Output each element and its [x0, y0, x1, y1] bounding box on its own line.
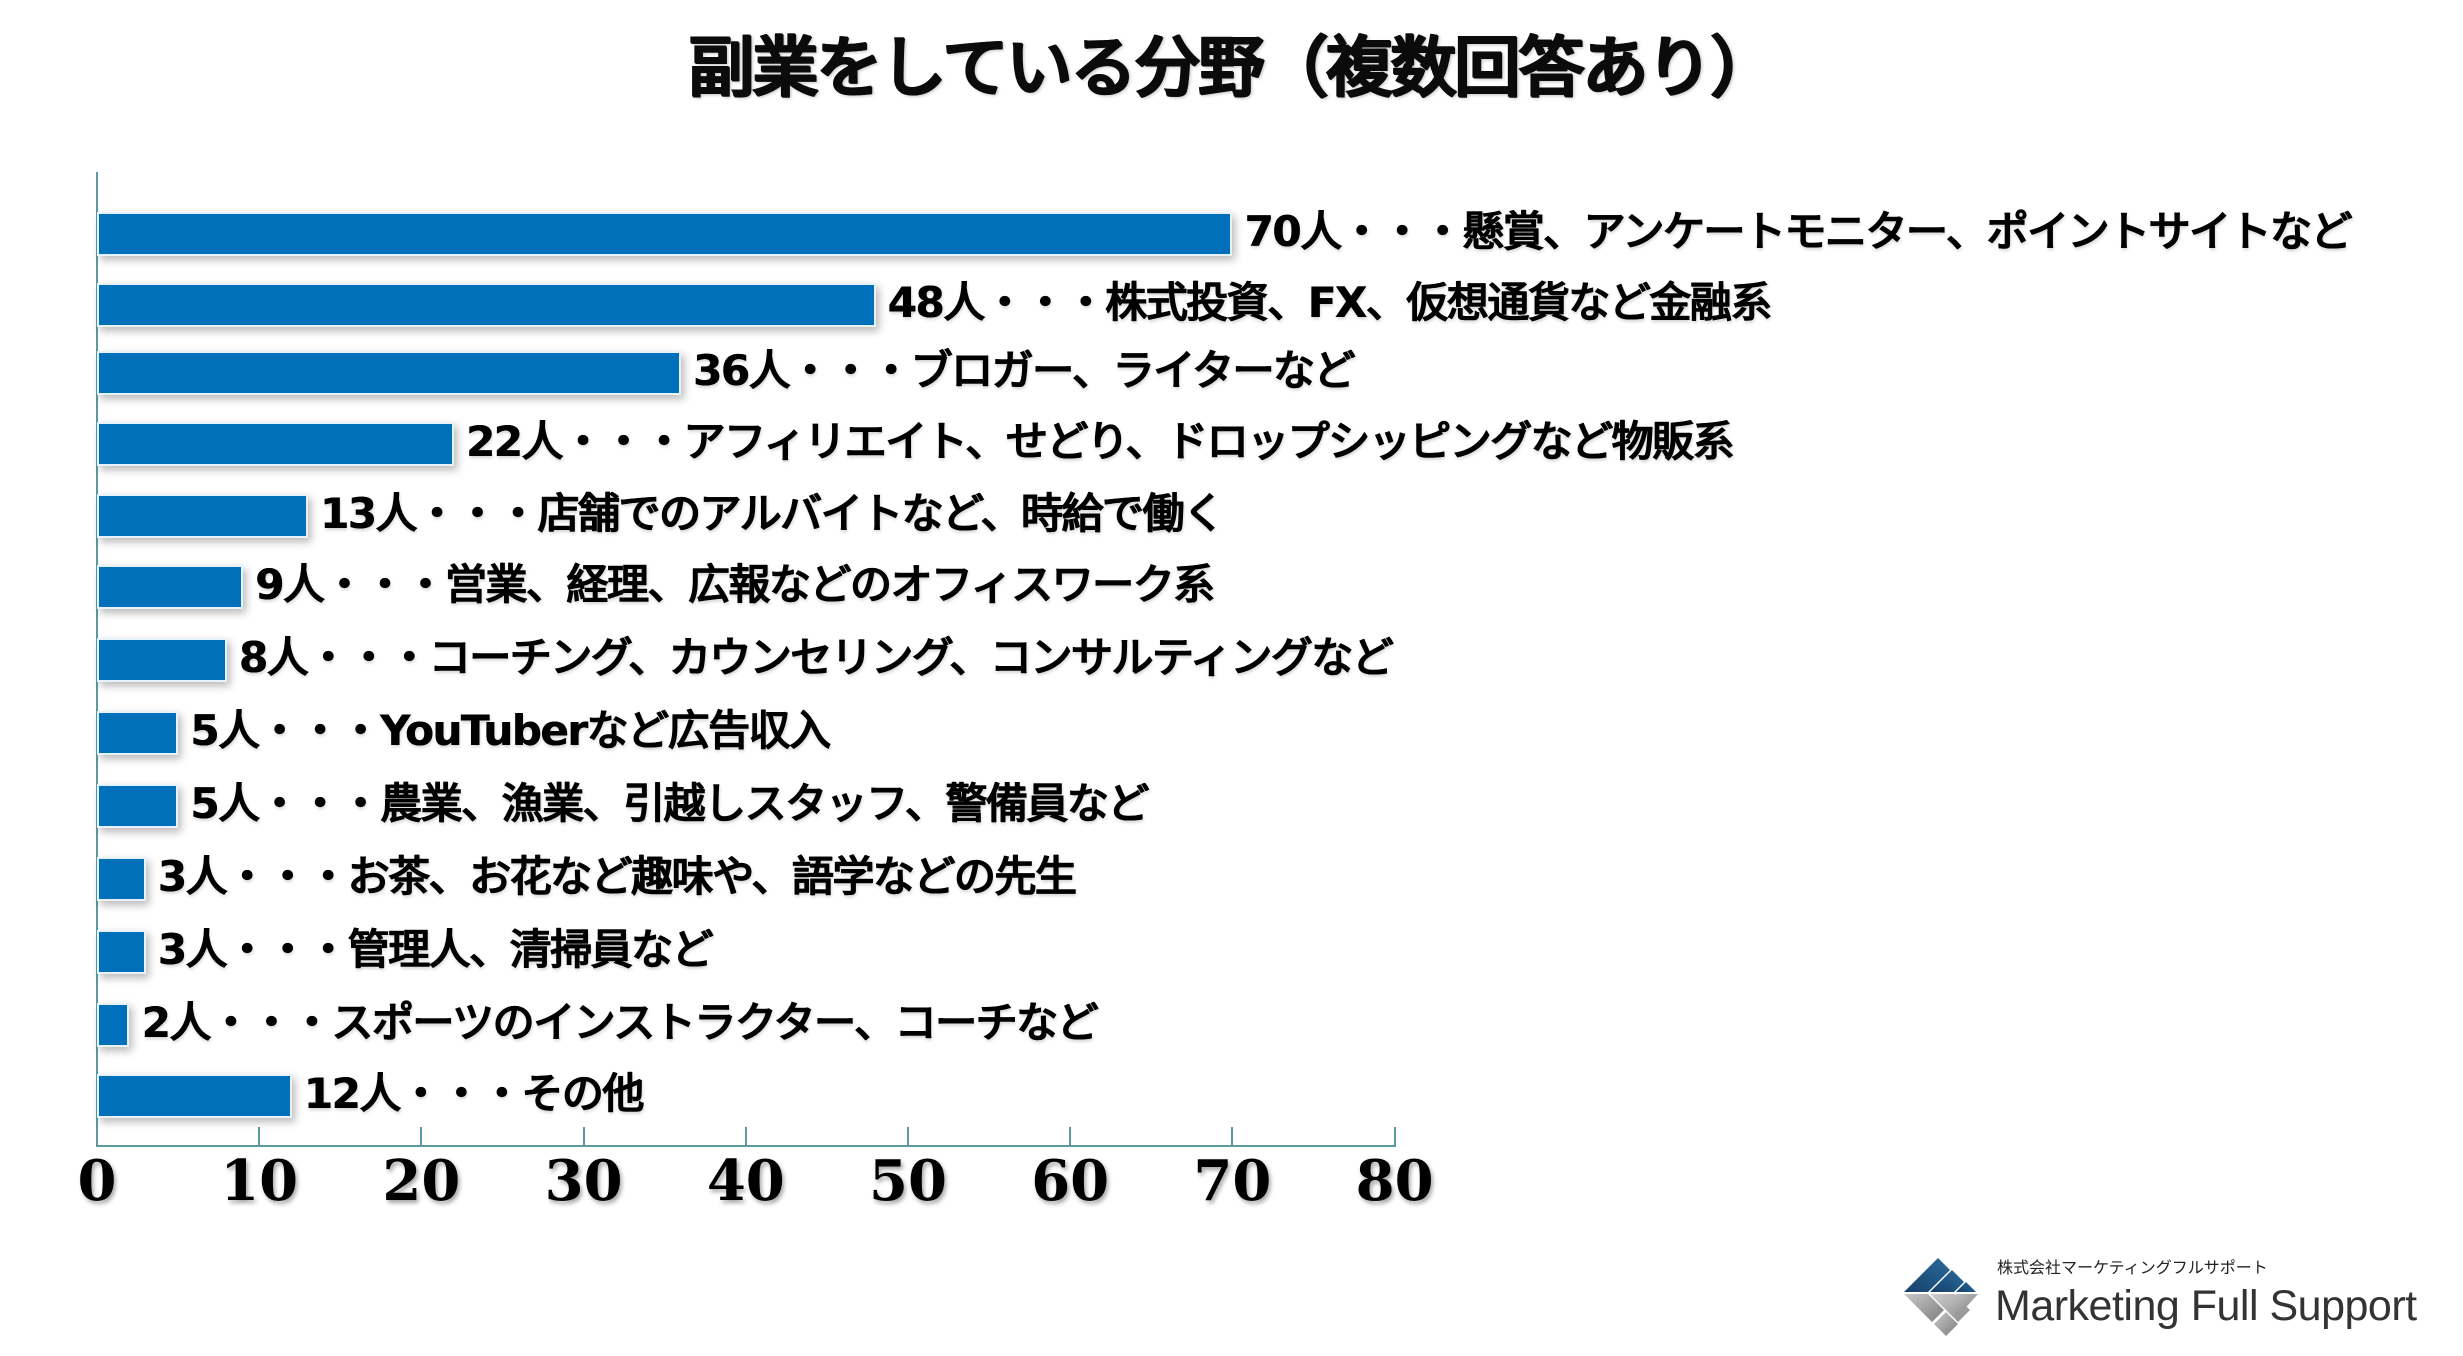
x-axis-tick-label: 50 — [869, 1148, 947, 1214]
bar-label: 36人・・・ブロガー、ライターなど — [692, 346, 1355, 395]
company-logo: 株式会社マーケティングフルサポート Marketing Full Support — [1900, 1250, 2460, 1340]
bar-label: 48人・・・株式投資、FX、仮想通貨など金融系 — [887, 278, 1773, 327]
x-axis-tick-label: 10 — [220, 1148, 299, 1214]
bar[interactable] — [97, 711, 179, 755]
bar[interactable] — [97, 857, 146, 901]
x-axis-tick — [1069, 1127, 1072, 1147]
bar-label: 22人・・・アフィリエイト、せどり、ドロップシッピングなど物販系 — [465, 417, 1735, 466]
bar-label: 8人・・・コーチング、カウンセリング、コンサルティングなど — [238, 633, 1394, 682]
x-axis-tick — [907, 1127, 909, 1147]
x-axis-tick-label: 80 — [1355, 1148, 1434, 1214]
bar-label: 2人・・・スポーツのインストラクター、コーチなど — [141, 998, 1098, 1047]
x-axis-tick-label: 40 — [706, 1148, 785, 1214]
bar[interactable] — [97, 212, 1233, 256]
bar-label: 3人・・・お茶、お花など趣味や、語学などの先生 — [157, 852, 1077, 901]
x-axis-tick-label: 60 — [1031, 1148, 1110, 1214]
logo-company-name-en: Marketing Full Support — [1995, 1282, 2417, 1330]
bar-label: 5人・・・農業、漁業、引越しスタッフ、警備員など — [190, 779, 1149, 828]
chart-title: 副業をしている分野（複数回答あり） — [688, 29, 1776, 106]
x-axis-tick — [258, 1127, 261, 1147]
x-axis-tick-label: 30 — [544, 1148, 623, 1214]
bar[interactable] — [97, 422, 454, 466]
x-axis-tick — [420, 1127, 423, 1147]
x-axis-tick — [1231, 1127, 1234, 1147]
x-axis-tick — [1393, 1127, 1396, 1147]
x-axis-tick — [744, 1127, 747, 1147]
bar-label: 3人・・・管理人、清掃員など — [157, 925, 714, 974]
bar[interactable] — [97, 283, 876, 327]
bar[interactable] — [97, 565, 243, 609]
bar[interactable] — [97, 1003, 130, 1047]
bar[interactable] — [97, 930, 146, 974]
x-axis-tick — [582, 1127, 585, 1147]
bar-label: 5人・・・YouTuberなど広告収入 — [190, 706, 831, 755]
bar-label: 70人・・・懸賞、アンケートモニター、ポイントサイトなど — [1244, 207, 2352, 256]
bar[interactable] — [97, 1074, 292, 1118]
bar-label: 13人・・・店舗でのアルバイトなど、時給で働く — [319, 489, 1225, 538]
bar[interactable] — [97, 638, 227, 682]
marketing-full-support-logo-mark-icon — [1904, 1258, 1978, 1336]
bar-label: 12人・・・その他 — [303, 1069, 644, 1118]
bar[interactable] — [97, 784, 179, 828]
x-axis-tick-label: 70 — [1193, 1148, 1272, 1214]
x-axis-tick-label: 0 — [77, 1148, 117, 1214]
bar-label: 9人・・・営業、経理、広報などのオフィスワーク系 — [254, 560, 1215, 609]
logo-company-name-jp: 株式会社マーケティングフルサポート — [1997, 1258, 2268, 1277]
bar[interactable] — [97, 494, 308, 538]
x-axis-tick-label: 20 — [382, 1148, 461, 1214]
bar[interactable] — [97, 351, 681, 395]
